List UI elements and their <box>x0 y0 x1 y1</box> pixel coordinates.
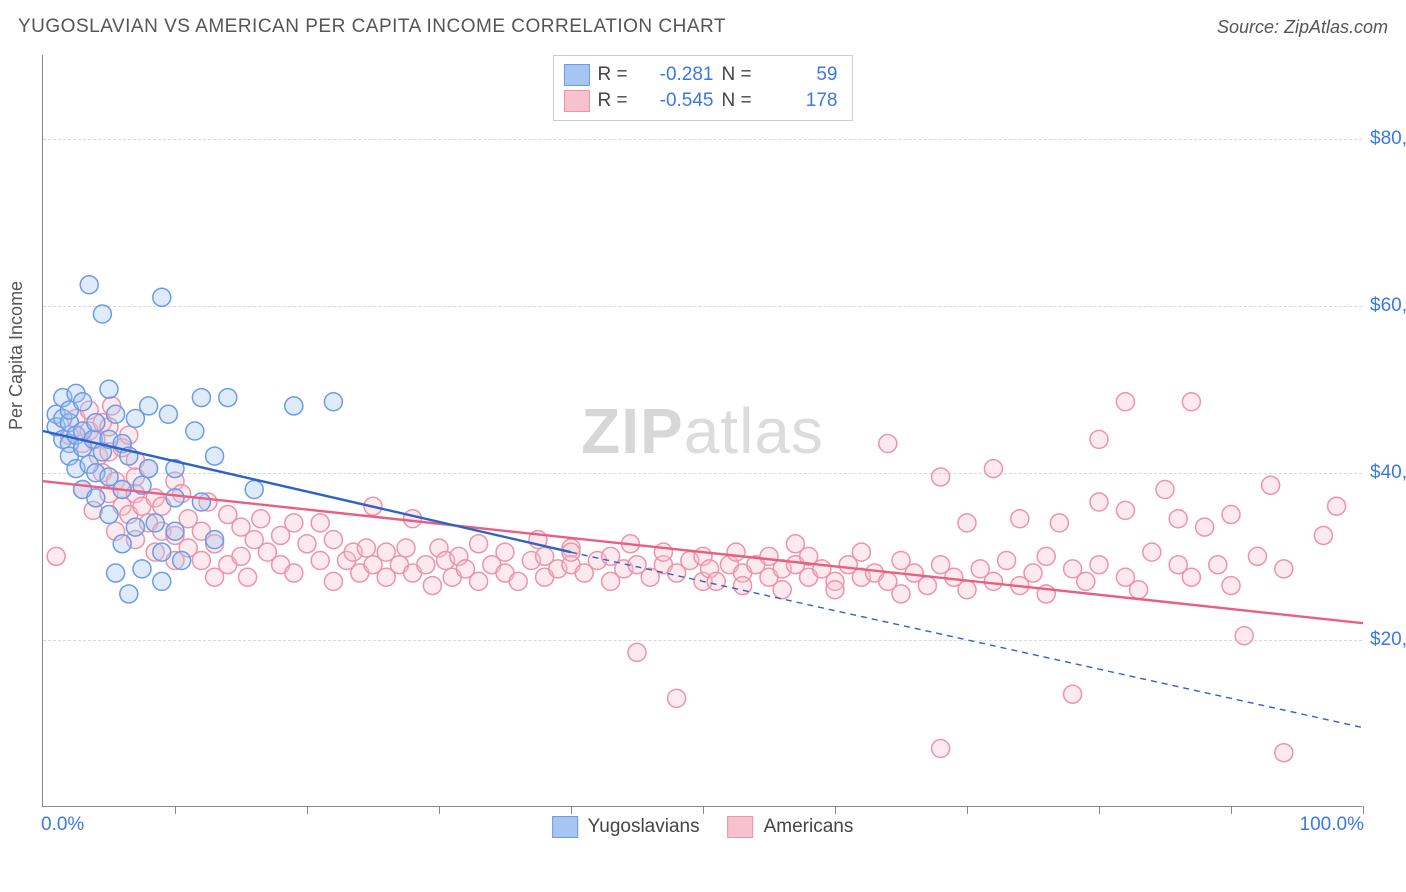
n-label: N = <box>722 64 762 86</box>
swatch-americans <box>728 816 754 838</box>
legend-label-americans: Americans <box>764 816 854 838</box>
chart-title: YUGOSLAVIAN VS AMERICAN PER CAPITA INCOM… <box>18 16 726 38</box>
r-label: R = <box>598 64 638 86</box>
plot-area: ZIPatlas $20,000$40,000$60,000$80,000 0.… <box>42 55 1362 807</box>
r-value-americans: -0.545 <box>646 90 714 112</box>
x-tick-min: 0.0% <box>41 814 84 836</box>
legend-item-americans: Americans <box>728 816 854 838</box>
title-bar: YUGOSLAVIAN VS AMERICAN PER CAPITA INCOM… <box>18 16 1388 38</box>
legend-series: Yugoslavians Americans <box>552 816 854 838</box>
legend-row-yugoslavians: R = -0.281 N = 59 <box>564 62 838 88</box>
r-value-yugoslavians: -0.281 <box>646 64 714 86</box>
y-tick-label: $80,000 <box>1370 128 1406 150</box>
y-tick-label: $20,000 <box>1370 629 1406 651</box>
r-label: R = <box>598 90 638 112</box>
n-value-americans: 178 <box>770 90 838 112</box>
source-attribution: Source: ZipAtlas.com <box>1217 17 1388 38</box>
y-tick-label: $60,000 <box>1370 295 1406 317</box>
swatch-yugoslavians <box>552 816 578 838</box>
legend-label-yugoslavians: Yugoslavians <box>588 816 700 838</box>
legend-row-americans: R = -0.545 N = 178 <box>564 88 838 114</box>
scatter-svg <box>43 55 1362 806</box>
swatch-americans <box>564 90 590 112</box>
legend-correlation-box: R = -0.281 N = 59 R = -0.545 N = 178 <box>553 55 853 121</box>
n-label: N = <box>722 90 762 112</box>
y-axis-label: Per Capita Income <box>6 281 27 430</box>
swatch-yugoslavians <box>564 64 590 86</box>
legend-item-yugoslavians: Yugoslavians <box>552 816 700 838</box>
y-tick-label: $40,000 <box>1370 462 1406 484</box>
n-value-yugoslavians: 59 <box>770 64 838 86</box>
x-tick-max: 100.0% <box>1300 814 1364 836</box>
